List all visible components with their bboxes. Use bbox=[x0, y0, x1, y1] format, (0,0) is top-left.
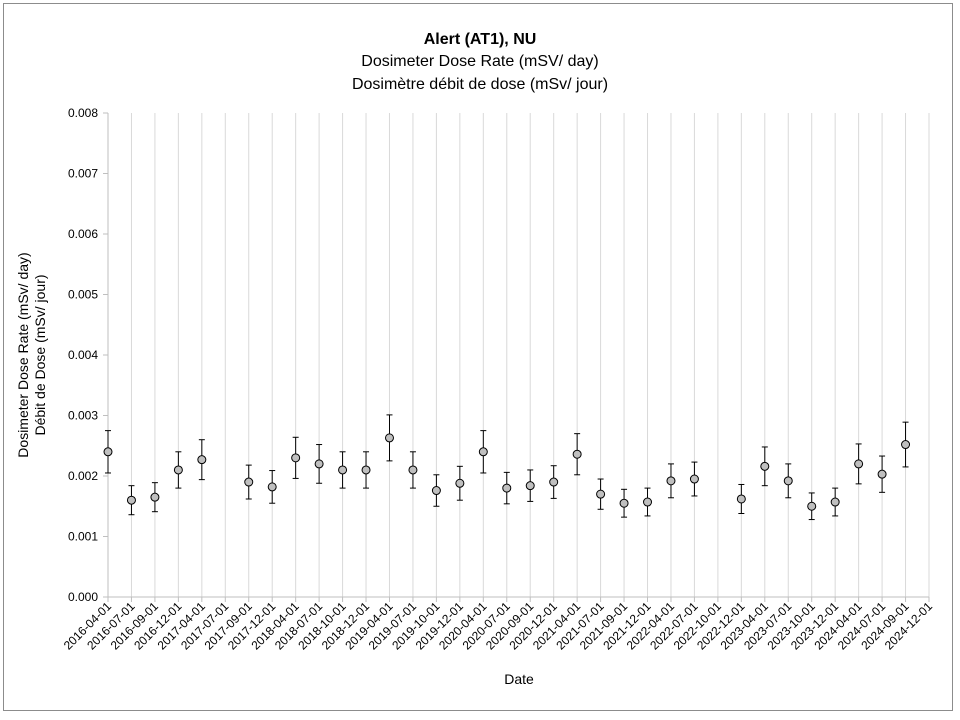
data-point bbox=[854, 459, 864, 469]
data-point bbox=[361, 465, 371, 475]
y-tick-label: 0.002 bbox=[68, 469, 98, 483]
chart-subtitle-fr: Dosimètre débit de dose (mSv/ jour) bbox=[352, 76, 608, 93]
data-point bbox=[431, 486, 441, 496]
x-tick-labels: 2016-04-012016-07-012016-09-012016-12-01… bbox=[61, 599, 936, 653]
data-point bbox=[736, 494, 746, 504]
data-point bbox=[619, 498, 629, 508]
grid bbox=[130, 113, 930, 597]
data-point bbox=[150, 492, 160, 502]
data-point bbox=[689, 474, 699, 484]
data-point bbox=[267, 482, 277, 492]
data-point bbox=[760, 461, 770, 471]
data-point bbox=[901, 440, 911, 450]
data-point bbox=[291, 453, 301, 463]
y-tick-label: 0.003 bbox=[68, 409, 98, 423]
y-tick-label: 0.008 bbox=[68, 106, 98, 120]
data-point bbox=[314, 459, 324, 469]
data-point bbox=[525, 481, 535, 491]
data-point bbox=[877, 469, 887, 479]
x-axis-label: Date bbox=[504, 671, 534, 687]
data-point bbox=[502, 483, 512, 493]
y-tick-label: 0.000 bbox=[68, 590, 98, 604]
y-tick-label: 0.005 bbox=[68, 288, 98, 302]
y-tick-label: 0.006 bbox=[68, 227, 98, 241]
data-point bbox=[455, 478, 465, 488]
y-tick-labels: 0.000 0.001 0.002 0.003 0.004 0.005 0.006 0.007… bbox=[68, 106, 98, 604]
data-point bbox=[478, 447, 488, 457]
data-point bbox=[338, 465, 348, 475]
axes bbox=[103, 112, 930, 602]
y-axis-label-fr: Débit de Dose (mSv/ jour) bbox=[32, 274, 48, 435]
data-point bbox=[572, 449, 582, 459]
data-point bbox=[408, 465, 418, 475]
chart-frame bbox=[3, 3, 953, 711]
data-point bbox=[783, 476, 793, 486]
y-tick-label: 0.007 bbox=[68, 167, 98, 181]
data-point bbox=[244, 477, 254, 487]
data-point bbox=[807, 501, 817, 511]
data-point bbox=[596, 489, 606, 499]
data-point bbox=[643, 497, 653, 507]
data-point bbox=[173, 465, 183, 475]
chart-subtitle-en: Dosimeter Dose Rate (mSV/ day) bbox=[361, 53, 598, 70]
y-tick-label: 0.001 bbox=[68, 530, 98, 544]
data-point bbox=[830, 497, 840, 507]
data-point bbox=[103, 447, 113, 457]
chart-title: Alert (AT1), NU bbox=[424, 31, 537, 48]
data-point bbox=[126, 495, 136, 505]
y-axis-label-en: Dosimeter Dose Rate (mSv/ day) bbox=[15, 252, 31, 457]
series bbox=[103, 414, 911, 521]
data-point bbox=[666, 476, 676, 486]
data-point bbox=[384, 433, 394, 443]
data-point bbox=[549, 477, 559, 487]
data-point bbox=[197, 455, 207, 465]
y-tick-label: 0.004 bbox=[68, 348, 98, 362]
